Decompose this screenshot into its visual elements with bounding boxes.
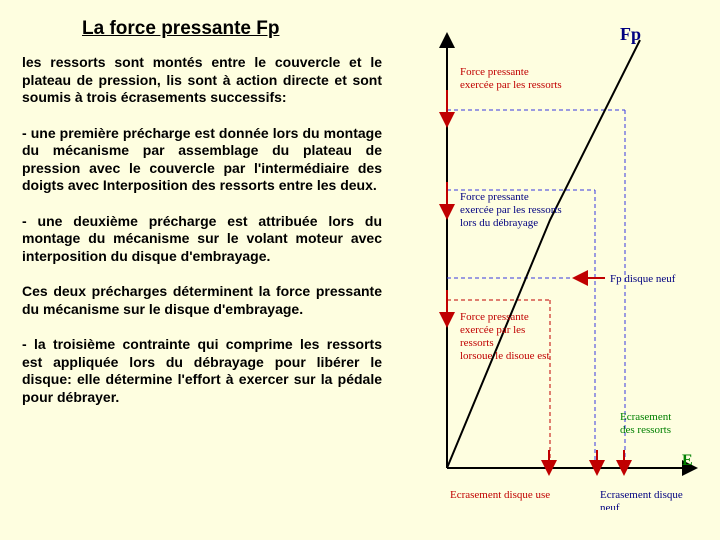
svg-text:Ecrasement disque use: Ecrasement disque use <box>450 489 550 501</box>
paragraph-4: Ces deux précharges déterminent la force… <box>22 283 382 318</box>
svg-text:E: E <box>682 452 693 469</box>
svg-text:Ecrasement disqueneuf: Ecrasement disqueneuf <box>600 489 683 510</box>
paragraph-3: - une deuxième précharge est attribuée l… <box>22 213 382 266</box>
paragraph-1: les ressorts sont montés entre le couver… <box>22 54 382 107</box>
page-title: La force pressante Fp <box>82 18 382 40</box>
svg-text:Force pressanteexercée par les: Force pressanteexercée par les ressorts <box>460 66 562 91</box>
paragraph-5: - la troisième contrainte qui comprime l… <box>22 336 382 406</box>
svg-text:Fp disque neuf: Fp disque neuf <box>610 273 676 285</box>
paragraph-2: - une première précharge est donnée lors… <box>22 125 382 195</box>
force-graph: Fp E Force pressanteexercée par les ressor… <box>400 20 700 510</box>
graph-column: Fp E Force pressanteexercée par les ressor… <box>400 0 720 540</box>
svg-text:Force pressanteexercée par les: Force pressanteexercée par lesressortslo… <box>460 311 550 362</box>
text-column: La force pressante Fp les ressorts sont … <box>0 0 400 540</box>
svg-text:Fp: Fp <box>620 24 641 44</box>
svg-text:Ecrasementdes ressorts: Ecrasementdes ressorts <box>620 411 671 436</box>
page-container: La force pressante Fp les ressorts sont … <box>0 0 720 540</box>
svg-text:Force pressanteexercée par les: Force pressanteexercée par les ressortsl… <box>460 191 562 229</box>
